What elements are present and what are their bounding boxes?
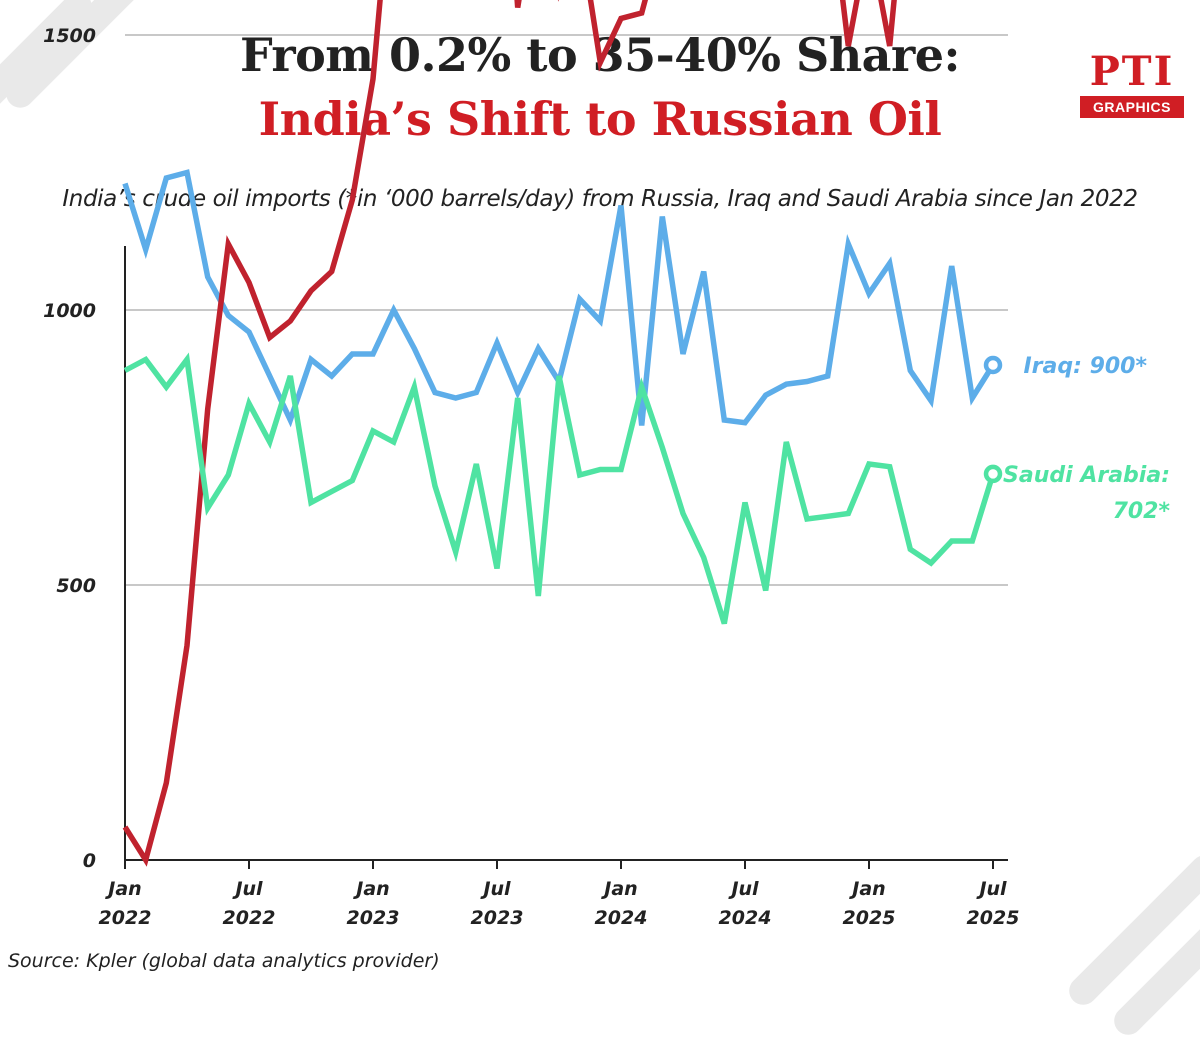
x-tick-label-year: 2023 xyxy=(347,907,400,929)
page-title-highlight: India’s Shift to Russian Oil xyxy=(258,92,942,146)
russia-line xyxy=(122,0,897,867)
x-tick-label-year: 2025 xyxy=(843,907,896,929)
saudi-end-label-line2: 702* xyxy=(1113,499,1171,524)
x-tick-label-month: Jan xyxy=(848,878,885,900)
x-tick-label-year: 2025 xyxy=(967,907,1020,929)
iraq-end-marker xyxy=(983,355,1003,375)
saudi-arabia-line xyxy=(123,352,996,625)
x-tick-label-month: Jan xyxy=(104,878,141,900)
logo-badge: GRAPHICS xyxy=(1080,96,1184,118)
iraq-end-label: Iraq: 900* xyxy=(1023,354,1147,379)
saudi-end-label-line1: Saudi Arabia: xyxy=(1003,463,1170,488)
x-tick-label-year: 2022 xyxy=(99,907,152,929)
x-tick-label-year: 2024 xyxy=(719,907,772,929)
y-tick-label: 1500 xyxy=(43,25,96,47)
y-tick-label: 0 xyxy=(83,850,96,872)
y-tick-label: 1000 xyxy=(43,300,96,322)
pti-graphics-logo: PTI GRAPHICS xyxy=(1078,26,1186,120)
chart-subtitle: India’s crude oil imports (*in ‘000 barr… xyxy=(62,186,1138,212)
saudi-arabia-end-marker xyxy=(983,464,1003,484)
chart-end-labels: Russia: 1780*Iraq: 900*Saudi Arabia:702* xyxy=(1003,354,1171,524)
logo-mark: PTI xyxy=(1089,48,1175,95)
chart-gridlines xyxy=(125,34,1008,586)
x-tick-label-month: Jan xyxy=(600,878,637,900)
x-tick-label-year: 2023 xyxy=(471,907,524,929)
chart-series xyxy=(122,0,1003,867)
x-tick-label-month: Jul xyxy=(479,878,511,900)
x-tick-label-year: 2022 xyxy=(223,907,276,929)
x-tick-label-year: 2024 xyxy=(595,907,648,929)
chart-axes: 0500100015002000Jan2022Jul2022Jan2023Jul… xyxy=(43,25,1020,929)
x-tick-label-month: Jul xyxy=(231,878,263,900)
line-chart: 0500100015002000Jan2022Jul2022Jan2023Jul… xyxy=(43,0,1171,929)
x-tick-label-month: Jul xyxy=(975,878,1007,900)
source-note: Source: Kpler (global data analytics pro… xyxy=(8,950,440,972)
x-tick-label-month: Jul xyxy=(727,878,759,900)
x-tick-label-month: Jan xyxy=(352,878,389,900)
y-tick-label: 500 xyxy=(56,575,96,597)
